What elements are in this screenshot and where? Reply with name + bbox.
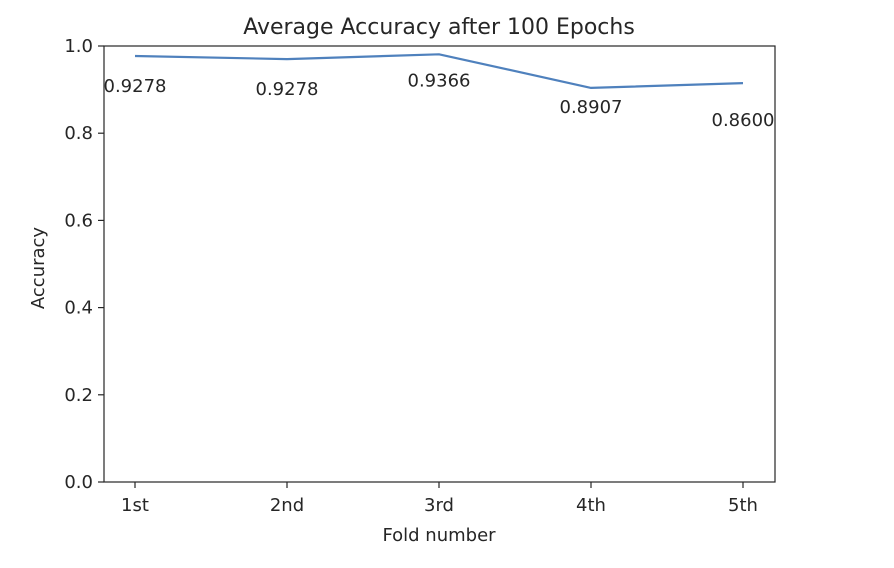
plot-frame [103, 45, 776, 483]
series-line [134, 53, 744, 90]
y-tick-label: 0.2 [64, 385, 93, 406]
data-label: 0.9366 [408, 70, 471, 91]
y-tick-label: 0.6 [64, 210, 93, 231]
y-tick-label: 0.0 [64, 472, 93, 493]
plot-area: 0.0 0.2 0.4 0.6 0.8 1.0 1st 2nd 3rd 4th 5th 0.9278 0… [64, 36, 776, 516]
x-axis-label: Fold number [382, 525, 496, 546]
chart-title: Average Accuracy after 100 Epochs [243, 15, 635, 40]
y-axis-label: Accuracy [28, 227, 49, 310]
x-tick-label: 2nd [270, 495, 304, 516]
y-tick-label: 0.8 [64, 123, 93, 144]
data-label: 0.9278 [104, 76, 167, 97]
x-tick-label: 1st [121, 495, 149, 516]
y-tick-label: 0.4 [64, 298, 93, 319]
y-tick-label: 1.0 [64, 36, 93, 57]
data-label: 0.9278 [256, 79, 319, 100]
data-label: 0.8600 [712, 110, 775, 131]
x-tick-label: 5th [728, 495, 758, 516]
x-tick-label: 4th [576, 495, 606, 516]
data-label: 0.8907 [560, 97, 623, 118]
x-tick-label: 3rd [424, 495, 454, 516]
